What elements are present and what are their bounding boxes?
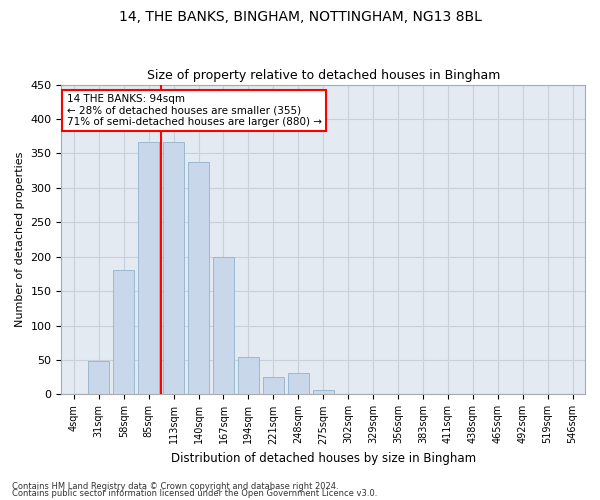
Text: 14, THE BANKS, BINGHAM, NOTTINGHAM, NG13 8BL: 14, THE BANKS, BINGHAM, NOTTINGHAM, NG13… [119,10,481,24]
Bar [188,162,209,394]
Bar [138,142,159,394]
Bar [213,258,234,394]
Bar [113,270,134,394]
Bar [88,360,109,394]
Title: Size of property relative to detached houses in Bingham: Size of property relative to detached ho… [146,69,500,82]
Text: 14 THE BANKS: 94sqm
← 28% of detached houses are smaller (355)
71% of semi-detac: 14 THE BANKS: 94sqm ← 28% of detached ho… [67,94,322,127]
Bar [287,373,309,394]
Text: Contains HM Land Registry data © Crown copyright and database right 2024.: Contains HM Land Registry data © Crown c… [12,482,338,491]
Bar [238,358,259,395]
Bar [163,142,184,394]
Text: Contains public sector information licensed under the Open Government Licence v3: Contains public sector information licen… [12,489,377,498]
Y-axis label: Number of detached properties: Number of detached properties [15,152,25,327]
Bar [263,377,284,394]
Bar [313,390,334,394]
X-axis label: Distribution of detached houses by size in Bingham: Distribution of detached houses by size … [170,452,476,465]
